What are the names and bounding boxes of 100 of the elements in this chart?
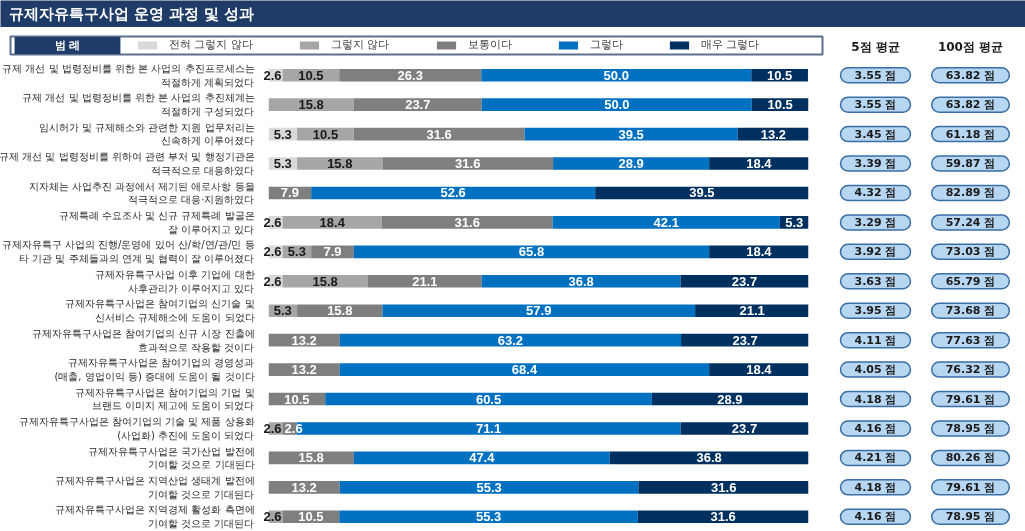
text: 4.11 점: [854, 333, 897, 347]
data-label: 50.0: [603, 67, 629, 83]
text: 4.18 점: [854, 480, 897, 494]
y-tick-label: 규제자유특구사업은 참여기업의 기술 및 제품 상용화 (사업화) 추진에 도움이 되었다: [18, 416, 255, 441]
text: 3.55 점: [854, 98, 897, 112]
data-label: 31.6: [454, 214, 480, 230]
data-label: 23.7: [405, 97, 431, 113]
text: 4.21 점: [854, 451, 897, 465]
data-label: 31.6: [426, 126, 452, 142]
text: 4.32 점: [854, 186, 897, 200]
data-label: 55.3: [475, 509, 502, 525]
text: 73.03 점: [945, 245, 996, 259]
data-label: 23.7: [731, 420, 758, 436]
data-label: 60.5: [475, 391, 502, 407]
y-tick-label: 규제자유특구사업은 참여기업의 신규 시장 진출에 효과적으로 작용할 것이다: [31, 327, 255, 353]
data-label: 50.0: [604, 97, 630, 113]
text: 59.87 점: [945, 157, 996, 171]
data-label: 13.2: [760, 126, 787, 142]
y-tick-label: 지자체는 사업추진 과정에서 제기된 애로사항 등을 적극적으로 대응·지원하였다: [28, 180, 255, 206]
y-tick-label: 규제자유특구사업은 지역산업 생태계 발전에 기여할 것으로 기대된다: [54, 474, 255, 500]
text: 65.79 점: [945, 274, 996, 288]
text: 82.89 점: [945, 186, 996, 200]
text: 76.32 점: [945, 363, 996, 377]
category-label: 100점 평균: [937, 39, 1004, 54]
data-label: 36.8: [568, 273, 594, 289]
data-label: 42.1: [653, 214, 679, 230]
text: 57.24 점: [945, 215, 996, 229]
text: 3.55 점: [854, 68, 897, 82]
data-label: 36.8: [696, 450, 722, 466]
text: 3.63 점: [854, 274, 897, 288]
text: 63.82 점: [945, 98, 996, 112]
y-tick-label: 규제특례 수요조사 및 신규 규제특례 발굴은 잘 이루어지고 있다: [58, 210, 255, 235]
text: 78.95 점: [945, 421, 996, 435]
data-label: 28.9: [717, 391, 743, 407]
y-tick-label: 규제자유특구 사업의 진행/운영에 있어 산/학/연/관/민 등 타 기관 및 주체들과의 연계 및 협력이 잘 이루어졌다: [1, 239, 255, 265]
y-tick-label: 임시허가 및 규제해소와 관련한 지원 업무처리는 신속하게 이루어졌다: [38, 121, 255, 147]
data-label: 7.9: [323, 244, 342, 260]
legend-label: 보통이다: [467, 37, 512, 52]
data-label: 15.8: [327, 303, 353, 319]
data-label: 18.4: [746, 244, 773, 260]
data-label: 39.5: [689, 185, 715, 201]
data-label: 10.5: [766, 67, 793, 83]
y-tick-label: 규제 개선 및 법령정비를 위하여 관련 부처 및 행정기관은 적극적으로 대응하였다: [0, 151, 255, 176]
text: 4.16 점: [854, 510, 897, 524]
text: 4.18 점: [854, 392, 897, 406]
legend-label: 그렇다: [589, 37, 623, 52]
text: 규제자유특구사업 운영 과정 및 성과: [8, 5, 255, 23]
y-tick-label: 규제자유특구사업은 참여기업의 경영성과 (매출, 영업이익 등) 증대에 도움이 될 것이다: [54, 357, 255, 382]
data-label: 5.3: [287, 244, 306, 260]
legend-label: 전혀 그렇지 않다: [169, 37, 253, 52]
data-label: 5.3: [273, 156, 292, 172]
data-label: 18.4: [319, 214, 346, 230]
data-label: 21.1: [412, 273, 438, 289]
text: 78.95 점: [945, 510, 996, 524]
data-label: 10.5: [312, 126, 339, 142]
data-label: 15.8: [312, 273, 338, 289]
data-label: 2.6: [263, 273, 282, 289]
text: 3.95 점: [854, 304, 897, 318]
data-label: 15.8: [327, 156, 353, 172]
data-label: 13.2: [291, 332, 317, 348]
data-label: 31.6: [455, 156, 481, 172]
y-tick-label: 규제자유특구사업은 참여기업의 기업 및 브랜드 이미지 제고에 도움이 되었다: [74, 386, 255, 412]
data-label: 23.7: [731, 273, 758, 289]
data-label: 5.3: [785, 214, 804, 230]
y-tick-label: 규제자유특구사업은 국가산업 발전에 기여할 것으로 기대된다: [88, 445, 255, 471]
data-label: 5.3: [273, 126, 292, 142]
data-label: 52.6: [440, 185, 466, 201]
text: 3.39 점: [854, 157, 897, 171]
data-label: 15.8: [298, 97, 324, 113]
data-label: 15.8: [298, 450, 324, 466]
text: 61.18 점: [945, 127, 996, 141]
data-label: 2.6: [263, 67, 282, 83]
data-label: 57.9: [526, 303, 552, 319]
data-label: 39.5: [618, 126, 644, 142]
data-label: 2.6: [263, 214, 282, 230]
text: 80.26 점: [945, 451, 996, 465]
data-label: 65.8: [518, 244, 545, 260]
legend-label: 그렇지 않다: [331, 37, 390, 52]
text: 3.45 점: [854, 127, 897, 141]
text: 79.61 점: [945, 480, 996, 494]
data-label: 10.5: [284, 391, 310, 407]
data-label: 10.5: [298, 67, 324, 83]
text: 3.92 점: [854, 245, 897, 259]
legend-title: 범 례: [54, 39, 81, 52]
data-label: 7.9: [280, 185, 299, 201]
text: 4.05 점: [854, 363, 897, 377]
text: 77.63 점: [945, 333, 996, 347]
data-label: 23.7: [732, 332, 758, 348]
data-label: 47.4: [469, 450, 496, 466]
y-tick-label: 규제자유특구사업은 지역경제 활성화 측면에 기여할 것으로 기대된다: [54, 504, 255, 530]
data-label: 21.1: [739, 303, 765, 319]
data-label: 55.3: [476, 479, 502, 495]
text: 79.61 점: [945, 392, 996, 406]
legend-label: 매우 그렇다: [700, 37, 759, 52]
data-label: 31.6: [710, 509, 736, 525]
data-label: 10.5: [767, 97, 793, 113]
text: 63.82 점: [945, 68, 996, 82]
data-label: 31.6: [711, 479, 737, 495]
text: 4.16 점: [854, 421, 897, 435]
data-label: 10.5: [298, 509, 324, 525]
